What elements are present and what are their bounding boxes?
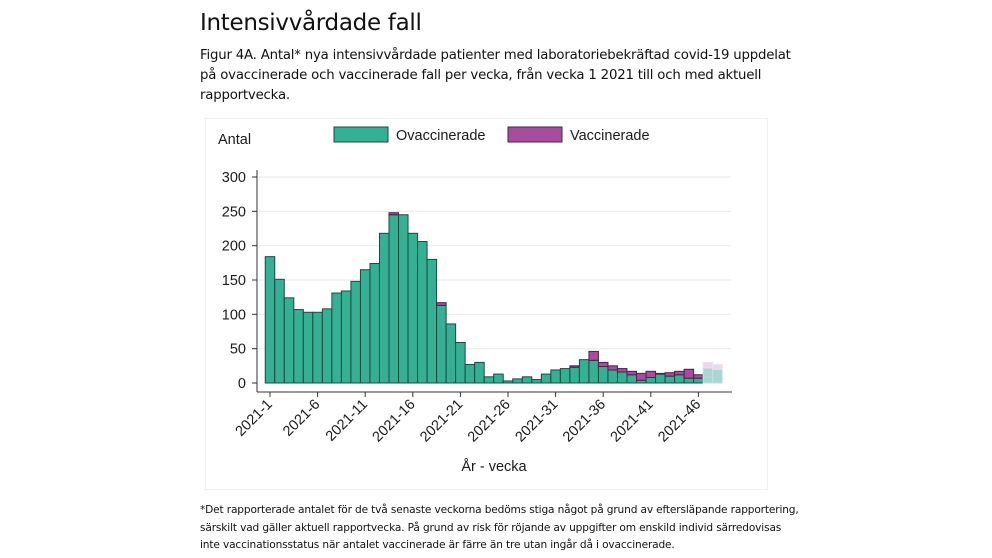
bar-ovaccinerade-2021-2: [274, 278, 285, 384]
bar-ovaccinerade-2021-15: [398, 214, 409, 384]
bar-vaccinerade-2021-45: [683, 368, 695, 379]
bar-ovaccinerade-2021-21: [455, 341, 466, 384]
bar-ovaccinerade-2021-6: [312, 311, 323, 384]
bar-ovaccinerade-2021-31: [550, 369, 561, 384]
bar-ovaccinerade-2021-12: [369, 263, 380, 384]
bar-vaccinerade-2021-19: [436, 302, 447, 306]
bar-ovaccinerade-2021-26: [502, 380, 514, 384]
bar-ovaccinerade-2021-13: [378, 232, 390, 384]
bar-ovaccinerade-2021-46: [693, 377, 704, 384]
x-tick-label-2021-26: 2021-26: [465, 397, 514, 446]
bar-vaccinerade-2021-40: [636, 372, 647, 381]
bar-ovaccinerade-2021-10: [350, 280, 361, 384]
x-tick-label-2021-6: 2021-6: [280, 397, 323, 440]
figure-caption: Figur 4A. Antal* nya intensivvårdade pat…: [200, 48, 791, 103]
bar-ovaccinerade-2021-18: [426, 258, 438, 384]
x-tick-label-2021-1: 2021-1: [233, 397, 276, 440]
bar-ovaccinerade-2021-41: [645, 377, 657, 384]
bar-vaccinerade-2021-37: [607, 365, 618, 371]
bar-ovaccinerade-2021-27: [512, 378, 523, 384]
bar-ovaccinerade-2021-9: [340, 290, 352, 384]
bar-vaccinerade-2021-48: [712, 363, 723, 370]
x-tick-label-2021-36: 2021-36: [560, 397, 609, 446]
y-tick-label-300: 300: [222, 170, 246, 186]
bar-vaccinerade-2021-39: [626, 370, 638, 376]
bar-ovaccinerade-2021-37: [607, 369, 618, 384]
bar-ovaccinerade-2021-3: [283, 297, 295, 384]
bar-vaccinerade-2021-38: [616, 368, 628, 373]
bar-vaccinerade-2021-47: [702, 361, 714, 369]
legend-label-ovaccinerade: Ovaccinerade: [396, 128, 485, 144]
bar-vaccinerade-2021-42: [655, 372, 666, 375]
x-tick-label-2021-11: 2021-11: [323, 397, 371, 445]
bar-ovaccinerade-2021-43: [664, 375, 676, 384]
y-axis-label: Antal: [218, 132, 251, 148]
bar-vaccinerade-2021-44: [674, 370, 685, 376]
y-tick-label-150: 150: [222, 273, 246, 289]
x-tick-label-2021-16: 2021-16: [370, 397, 419, 446]
bar-ovaccinerade-2021-25: [493, 373, 504, 384]
footnote: *Det rapporterade antalet för de två sen…: [200, 504, 799, 551]
bar-ovaccinerade-2021-8: [331, 292, 342, 384]
bar-vaccinerade-2021-41: [645, 370, 657, 379]
bar-ovaccinerade-2021-38: [616, 371, 628, 384]
bar-ovaccinerade-2021-14: [388, 214, 400, 384]
x-tick-label-2021-31: 2021-31: [512, 397, 561, 446]
bar-vaccinerade-2021-43: [664, 372, 676, 377]
bar-ovaccinerade-2021-30: [540, 373, 552, 384]
chart-frame: [205, 118, 768, 490]
bar-ovaccinerade-2021-16: [407, 232, 419, 384]
bar-ovaccinerade-2021-45: [683, 377, 695, 384]
bar-vaccinerade-2021-46: [693, 374, 704, 379]
legend: Ovaccinerade Vaccinerade: [333, 126, 650, 144]
y-tick-label-250: 250: [222, 204, 246, 220]
x-tick-label-2021-46: 2021-46: [655, 397, 704, 446]
bars: [264, 212, 723, 384]
bar-vaccinerade-2021-14: [388, 212, 400, 216]
legend-label-vaccinerade: Vaccinerade: [570, 128, 650, 144]
y-tick-label-50: 50: [230, 342, 246, 358]
bar-ovaccinerade-2021-47: [702, 367, 714, 384]
legend-swatch-ovaccinerade: [333, 126, 389, 143]
bar-ovaccinerade-2021-28: [521, 376, 533, 384]
bar-ovaccinerade-2021-17: [417, 241, 428, 384]
x-tick-label-2021-21: 2021-21: [417, 397, 466, 446]
bar-ovaccinerade-2021-1: [264, 256, 276, 384]
bar-ovaccinerade-2021-20: [445, 323, 457, 384]
bar-vaccinerade-2021-36: [597, 361, 609, 368]
bar-ovaccinerade-2021-34: [578, 359, 590, 384]
bar-ovaccinerade-2021-19: [436, 304, 447, 384]
bar-ovaccinerade-2021-48: [712, 368, 723, 384]
bar-ovaccinerade-2021-23: [474, 361, 485, 384]
bar-ovaccinerade-2021-44: [674, 374, 685, 384]
x-axis-label: År - vecka: [461, 458, 527, 475]
legend-swatch-vaccinerade: [507, 126, 563, 143]
bar-ovaccinerade-2021-36: [597, 366, 609, 384]
y-tick-label-200: 200: [222, 239, 246, 255]
y-tick-label-100: 100: [222, 307, 246, 323]
bar-ovaccinerade-2021-22: [464, 363, 476, 384]
bar-ovaccinerade-2021-4: [293, 309, 304, 384]
bar-ovaccinerade-2021-24: [483, 376, 495, 384]
bar-vaccinerade-2021-33: [569, 365, 580, 368]
bar-ovaccinerade-2021-35: [588, 359, 599, 384]
bar-ovaccinerade-2021-39: [626, 374, 638, 384]
bar-ovaccinerade-2021-42: [655, 373, 666, 384]
page-title: Intensivvårdade fall: [200, 10, 422, 36]
bar-ovaccinerade-2021-29: [531, 379, 542, 384]
y-tick-label-0: 0: [238, 376, 246, 392]
bar-ovaccinerade-2021-5: [302, 311, 314, 384]
bar-ovaccinerade-2021-11: [359, 269, 371, 384]
bar-ovaccinerade-2021-32: [559, 368, 571, 384]
bar-ovaccinerade-2021-7: [321, 308, 333, 384]
bar-vaccinerade-2021-35: [588, 350, 599, 361]
x-tick-label-2021-41: 2021-41: [608, 397, 657, 446]
bar-ovaccinerade-2021-33: [569, 366, 580, 384]
